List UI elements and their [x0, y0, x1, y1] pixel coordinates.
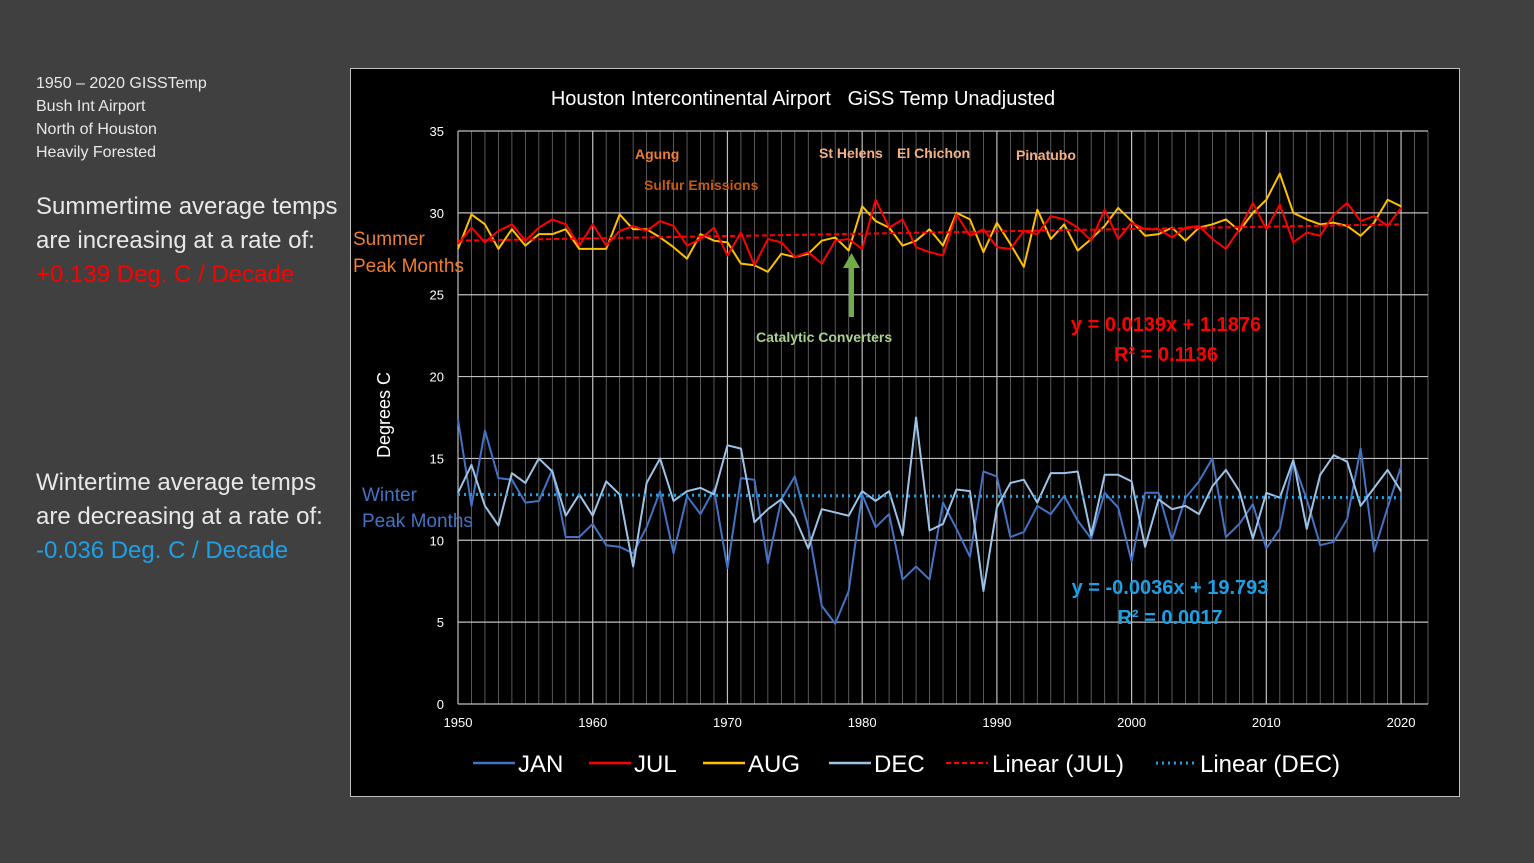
y-tick-label: 10 — [430, 533, 444, 548]
winter-rate: -0.036 Deg. C / Decade — [36, 537, 289, 564]
chart-title: Houston Intercontinental Airport GiSS Te… — [551, 88, 1055, 110]
x-tick-label: 2020 — [1387, 715, 1416, 730]
winter-peak-label-2: Peak Months — [362, 511, 473, 532]
series-line-jan — [457, 418, 1403, 625]
jul-trend-r2: R² = 0.1136 — [1114, 344, 1218, 366]
legend-label-dec: DEC — [874, 751, 925, 778]
annotation-el-chichon: El Chichon — [897, 145, 970, 161]
catalytic-arrow-icon — [843, 253, 860, 317]
side-note-terrain: Heavily Forested — [36, 144, 157, 161]
legend-label-linear-dec: Linear (DEC) — [1200, 751, 1340, 778]
jul-trend-equation: y = 0.0139x + 1.1876 — [1071, 314, 1261, 336]
chart-legend: JAN JUL AUG DEC Linear (JUL) Linear (DEC… — [473, 751, 1340, 778]
x-tick-label: 1980 — [848, 715, 877, 730]
annotation-st-helens: St Helens — [819, 145, 883, 161]
y-tick-label: 35 — [430, 124, 444, 139]
side-note-location: Bush Int Airport — [36, 98, 146, 115]
y-tick-label: 15 — [430, 451, 444, 466]
series-line-dec — [457, 416, 1402, 593]
chart-container: Houston Intercontinental Airport GiSS Te… — [350, 68, 1460, 797]
temperature-chart: Houston Intercontinental Airport GiSS Te… — [353, 88, 1429, 778]
summer-text: Summertime average temps are increasing … — [36, 193, 338, 254]
trendline-jul — [457, 223, 1402, 242]
winter-summary: Wintertime average temps are decreasing … — [36, 466, 346, 568]
legend-label-jan: JAN — [518, 751, 563, 778]
series-line-aug — [457, 172, 1402, 273]
x-tick-label: 1950 — [444, 715, 473, 730]
annotation-agung: Agung — [635, 146, 679, 162]
dec-trend-equation: y = -0.0036x + 19.793 — [1072, 577, 1269, 599]
side-notes: 1950 – 2020 GISSTemp Bush Int Airport No… — [36, 72, 207, 164]
y-tick-label: 20 — [430, 370, 444, 385]
x-tick-label: 1990 — [982, 715, 1011, 730]
series-line-jul — [457, 198, 1402, 267]
annotation-catalytic-converters: Catalytic Converters — [756, 329, 892, 345]
side-note-period: 1950 – 2020 GISSTemp — [36, 75, 207, 92]
annotation-pinatubo: Pinatubo — [1016, 147, 1076, 163]
legend-label-linear-jul: Linear (JUL) — [992, 751, 1124, 778]
trendline-dec — [457, 492, 1402, 500]
annotation-sulfur-emissions: Sulfur Emissions — [644, 177, 759, 193]
side-note-region: North of Houston — [36, 121, 157, 138]
x-tick-label: 1970 — [713, 715, 742, 730]
summer-peak-label-1: Summer — [353, 229, 425, 250]
y-axis-label: Degrees C — [374, 372, 394, 458]
dec-trend-r2: R² = 0.0017 — [1117, 607, 1222, 629]
summer-summary: Summertime average temps are increasing … — [36, 190, 346, 292]
y-tick-label: 30 — [430, 206, 444, 221]
y-tick-label: 25 — [430, 288, 444, 303]
summer-rate: +0.139 Deg. C / Decade — [36, 261, 295, 288]
y-tick-label: 5 — [437, 615, 444, 630]
x-tick-label: 2010 — [1252, 715, 1281, 730]
summer-peak-label-2: Peak Months — [353, 256, 464, 277]
legend-label-aug: AUG — [748, 751, 800, 778]
winter-text: Wintertime average temps are decreasing … — [36, 469, 323, 530]
legend-label-jul: JUL — [634, 751, 677, 778]
x-tick-label: 1960 — [578, 715, 607, 730]
y-tick-label: 0 — [437, 697, 444, 712]
winter-peak-label-1: Winter — [362, 485, 418, 506]
x-tick-label: 2000 — [1117, 715, 1146, 730]
